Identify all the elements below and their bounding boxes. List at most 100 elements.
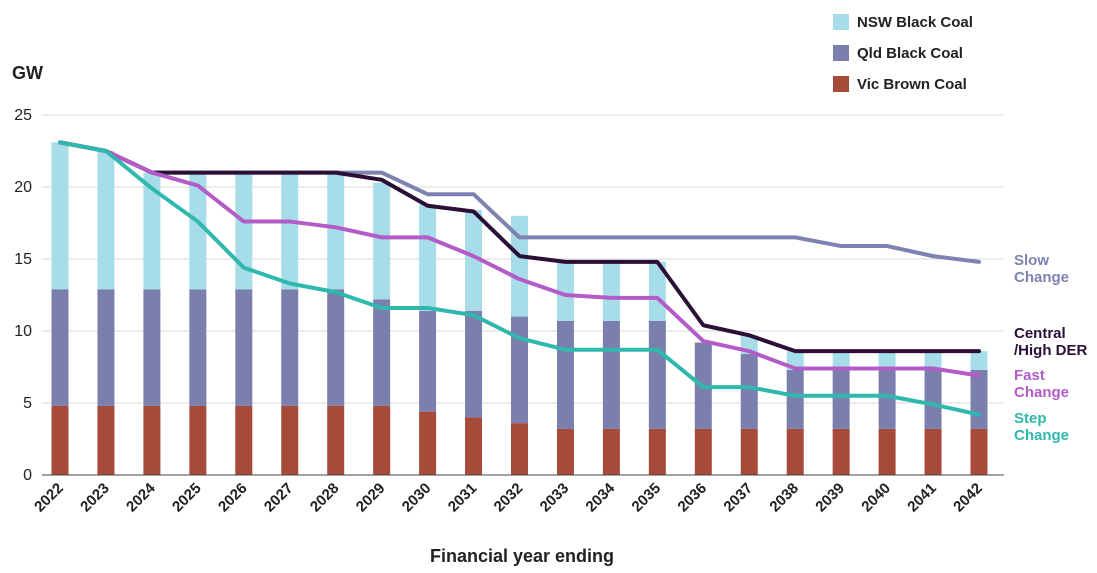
bar-qld-black-coal xyxy=(924,369,942,429)
y-tick-label: 10 xyxy=(14,323,32,340)
bar-nsw-black-coal xyxy=(465,210,483,311)
x-tick-label: 2027 xyxy=(261,480,297,516)
line-label-text: Fast xyxy=(1014,367,1045,384)
bar-vic-brown-coal xyxy=(786,428,804,475)
x-tick-label: 2038 xyxy=(766,480,802,516)
bar-qld-black-coal xyxy=(602,320,620,429)
bar-qld-black-coal xyxy=(786,369,804,429)
bar-qld-black-coal xyxy=(419,310,437,412)
bar-nsw-black-coal xyxy=(556,261,574,321)
line-label-fast-change: Fast Change xyxy=(1014,367,1069,401)
x-tick-label: 2035 xyxy=(629,480,665,516)
x-tick-label: 2028 xyxy=(307,480,343,516)
bar-qld-black-coal xyxy=(327,289,345,406)
bar-qld-black-coal xyxy=(556,320,574,429)
bar-vic-brown-coal xyxy=(740,428,758,475)
bar-nsw-black-coal xyxy=(511,215,528,317)
bar-qld-black-coal xyxy=(648,320,666,429)
line-central-high-der xyxy=(58,140,981,354)
x-tick-label: 2024 xyxy=(123,479,159,515)
bar-vic-brown-coal xyxy=(924,428,942,475)
bar-vic-brown-coal xyxy=(97,405,115,475)
x-tick-label: 2036 xyxy=(675,480,711,516)
y-axis-title: GW xyxy=(12,63,43,83)
x-tick-label: 2042 xyxy=(950,480,986,516)
legend-swatch xyxy=(833,76,849,92)
legend-label: NSW Black Coal xyxy=(857,14,973,31)
line-label-text: Central xyxy=(1014,325,1066,342)
line-label-text: Slow xyxy=(1014,252,1049,269)
bar-vic-brown-coal xyxy=(51,405,69,475)
legend-label: Qld Black Coal xyxy=(857,45,963,62)
bar-nsw-black-coal xyxy=(281,172,299,290)
bar-vic-brown-coal xyxy=(373,405,391,475)
line-label-text: Change xyxy=(1014,384,1069,401)
x-tick-label: 2041 xyxy=(904,480,940,516)
bar-nsw-black-coal xyxy=(419,204,437,311)
bar-qld-black-coal xyxy=(511,316,528,424)
bar-vic-brown-coal xyxy=(556,428,574,475)
legend-label: Vic Brown Coal xyxy=(857,76,967,93)
bar-qld-black-coal xyxy=(97,289,115,406)
legend-swatch xyxy=(833,14,849,30)
line-label-central-high-der: Central/High DER xyxy=(1014,325,1087,359)
bar-nsw-black-coal xyxy=(327,172,345,290)
bar-nsw-black-coal xyxy=(143,172,161,290)
bar-nsw-black-coal xyxy=(832,351,850,370)
line-label-text: Change xyxy=(1014,427,1069,444)
x-tick-label: 2025 xyxy=(169,480,205,516)
bar-nsw-black-coal xyxy=(97,151,115,290)
bar-qld-black-coal xyxy=(740,354,758,429)
bar-nsw-black-coal xyxy=(373,182,391,300)
bar-vic-brown-coal xyxy=(602,428,620,475)
x-tick-label: 2022 xyxy=(31,480,67,516)
x-tick-label: 2034 xyxy=(583,479,619,515)
x-axis-title: Financial year ending xyxy=(430,546,614,566)
bar-vic-brown-coal xyxy=(419,411,437,475)
bar-qld-black-coal xyxy=(51,289,69,406)
bar-nsw-black-coal xyxy=(878,351,896,370)
bar-nsw-black-coal xyxy=(602,261,620,321)
bar-vic-brown-coal xyxy=(832,428,850,475)
bar-vic-brown-coal xyxy=(970,428,988,475)
bar-qld-black-coal xyxy=(878,369,896,429)
x-tick-label: 2030 xyxy=(399,480,435,516)
bar-vic-brown-coal xyxy=(327,405,345,475)
bar-nsw-black-coal xyxy=(924,351,942,370)
bar-nsw-black-coal xyxy=(970,351,988,370)
bar-vic-brown-coal xyxy=(143,405,161,475)
bar-qld-black-coal xyxy=(281,289,299,406)
bar-vic-brown-coal xyxy=(694,428,712,475)
bar-vic-brown-coal xyxy=(189,405,207,475)
bar-vic-brown-coal xyxy=(878,428,896,475)
bar-qld-black-coal xyxy=(143,289,161,406)
x-tick-label: 2029 xyxy=(353,480,389,516)
x-tick-label: 2031 xyxy=(445,480,481,516)
bar-qld-black-coal xyxy=(465,310,483,418)
bar-qld-black-coal xyxy=(189,289,207,406)
bar-vic-brown-coal xyxy=(511,423,528,475)
line-step-change xyxy=(58,140,981,417)
y-tick-label: 15 xyxy=(14,251,32,268)
y-tick-label: 5 xyxy=(23,395,32,412)
line-label-text: Step xyxy=(1014,410,1047,427)
line-label-step-change: Step Change xyxy=(1014,410,1069,444)
y-tick-label: 25 xyxy=(14,107,32,124)
bar-nsw-black-coal xyxy=(189,172,207,290)
bar-nsw-black-coal xyxy=(235,172,253,290)
bar-vic-brown-coal xyxy=(465,417,483,475)
x-tick-label: 2032 xyxy=(491,480,527,516)
x-tick-label: 2033 xyxy=(537,480,573,516)
x-tick-label: 2037 xyxy=(720,480,756,516)
line-label-slow-change: Slow Change xyxy=(1014,252,1069,286)
bar-vic-brown-coal xyxy=(281,405,299,475)
bar-qld-black-coal xyxy=(235,289,253,406)
y-tick-label: 0 xyxy=(23,467,32,484)
bar-qld-black-coal xyxy=(832,369,850,429)
bar-qld-black-coal xyxy=(373,299,391,406)
line-label-text: /High DER xyxy=(1014,342,1087,359)
x-tick-label: 2040 xyxy=(858,480,894,516)
bar-vic-brown-coal xyxy=(648,428,666,475)
